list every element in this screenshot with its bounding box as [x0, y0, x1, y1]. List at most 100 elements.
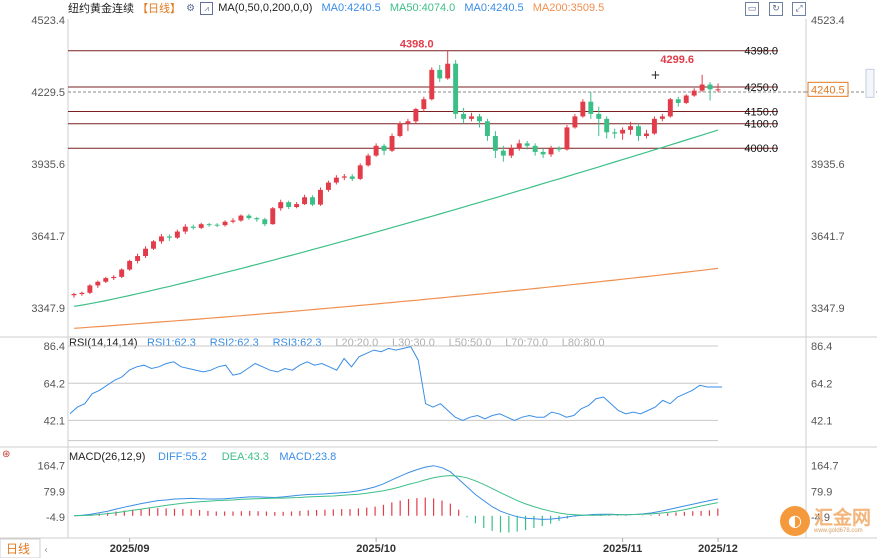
candle-body: [111, 276, 117, 279]
candle-body: [143, 248, 149, 257]
candle-body: [333, 177, 339, 183]
candle-body: [596, 113, 602, 119]
macd-dea-line: [74, 475, 718, 517]
chart-type-icon[interactable]: ⩘: [200, 1, 214, 15]
candle-body: [620, 129, 626, 134]
settings-gear-icon[interactable]: ⚙: [186, 2, 196, 14]
candle-body: [357, 165, 363, 179]
candle-body: [636, 126, 641, 136]
candle-body: [572, 116, 578, 128]
candle-body: [675, 99, 681, 103]
scroll-left-icon: ‹: [44, 545, 48, 556]
logo-url: www.gold678.com: [813, 527, 863, 534]
macd-value-label: DIFF:55.2: [158, 451, 207, 463]
candle-body: [484, 121, 490, 136]
refresh-icon[interactable]: ↻: [769, 2, 783, 16]
rsi-value-label: RSI3:62.3: [273, 337, 322, 349]
candle-body: [628, 126, 634, 130]
candle-body: [469, 116, 475, 119]
macd-value-label: DEA:43.3: [222, 451, 269, 463]
candle-body: [651, 118, 657, 134]
expand-icon[interactable]: ⤢: [792, 2, 806, 16]
candle-body: [397, 123, 403, 136]
current-price-label: 4240.5: [811, 84, 845, 96]
candle-body: [317, 189, 323, 205]
huijin-logo-icon: ◐: [779, 506, 810, 536]
candle-body: [540, 151, 546, 155]
candle-body: [325, 182, 331, 190]
candle-body: [516, 143, 522, 149]
candle-body: [707, 84, 713, 90]
candle-body: [643, 133, 649, 136]
rsi-title: RSI(14,14,14): [69, 337, 137, 349]
candle-body: [429, 69, 435, 100]
candle-body: [127, 260, 133, 270]
ma-formula: MA(0,50,0,200,0,0): [218, 2, 313, 14]
macd-axis-left-label: 164.7: [37, 461, 65, 473]
candle-body: [564, 127, 570, 150]
candle-body: [230, 220, 236, 222]
restore-icon[interactable]: ▭: [745, 2, 759, 16]
candle-body: [341, 176, 347, 178]
price-axis-right-label: 3347.9: [811, 303, 845, 315]
candle-body: [691, 90, 697, 96]
price-axis-right-label: 3641.7: [811, 231, 845, 243]
date-axis-label: 2025/09: [110, 543, 150, 555]
current-price-tag: [807, 81, 849, 97]
rsi-value-label: L50:50.0: [449, 337, 492, 349]
date-axis-label: 2025/10: [356, 543, 396, 555]
price-level-label: 4250.0: [744, 82, 778, 94]
rsi-value-label: L70:70.0: [505, 337, 548, 349]
candle-body: [158, 236, 164, 242]
candle-body: [381, 145, 387, 151]
candle-body: [477, 116, 482, 122]
price-level-label: 4150.0: [744, 106, 778, 118]
ma-value-1: MA50:4074.0: [389, 2, 456, 14]
ma-value-0: MA0:4240.5: [321, 2, 381, 14]
period-label[interactable]: 【日线】: [137, 3, 182, 15]
macd-axis-right-label: 79.9: [811, 486, 832, 498]
price-level-label: 4000.0: [744, 143, 778, 155]
price-axis-left-label: 4229.5: [31, 87, 65, 99]
candle-body: [87, 285, 93, 293]
candle-body: [405, 121, 411, 124]
candle-body: [556, 148, 562, 150]
ma50-line: [73, 129, 719, 307]
macd-value-label: MACD:23.8: [279, 451, 336, 463]
scroll-handle: [865, 68, 875, 98]
candle-body: [278, 202, 284, 209]
high-annotation: 4398.0: [400, 39, 434, 51]
candle-body: [508, 148, 514, 156]
price-axis-left-label: 3935.6: [31, 159, 65, 171]
candle-body: [500, 150, 506, 156]
rsi-value-label: L30:30.0: [392, 337, 435, 349]
macd-axis-right-label: -4.9: [811, 512, 830, 524]
candle-body: [612, 132, 618, 134]
candle-body: [365, 155, 371, 166]
candle-body: [580, 101, 586, 117]
huijin-logo: ◐ 汇金网 www.gold678.com: [779, 506, 871, 536]
date-axis-label: 2025/12: [698, 543, 738, 555]
candle-body: [222, 221, 228, 226]
candle-body: [198, 224, 204, 228]
candle-body: [262, 219, 268, 225]
candle-body: [294, 204, 300, 208]
rsi-axis-left-label: 42.1: [44, 415, 65, 427]
candle-body: [461, 113, 467, 119]
candle-body: [71, 294, 77, 296]
macd-diff-line: [74, 465, 718, 520]
candle-body: [389, 135, 395, 151]
candle-body: [302, 197, 308, 205]
recent-high-annotation: 4299.6: [660, 54, 694, 66]
candle-body: [715, 89, 721, 91]
rsi-axis-right-label: 86.4: [811, 341, 832, 353]
candle-body: [95, 281, 101, 286]
candle-body: [445, 63, 451, 79]
candle-body: [437, 69, 443, 79]
candle-body: [135, 256, 141, 261]
candle-body: [79, 292, 85, 295]
candle-body: [310, 197, 315, 205]
rsi-value-label: RSI2:62.3: [210, 337, 259, 349]
candle-body: [659, 116, 665, 119]
